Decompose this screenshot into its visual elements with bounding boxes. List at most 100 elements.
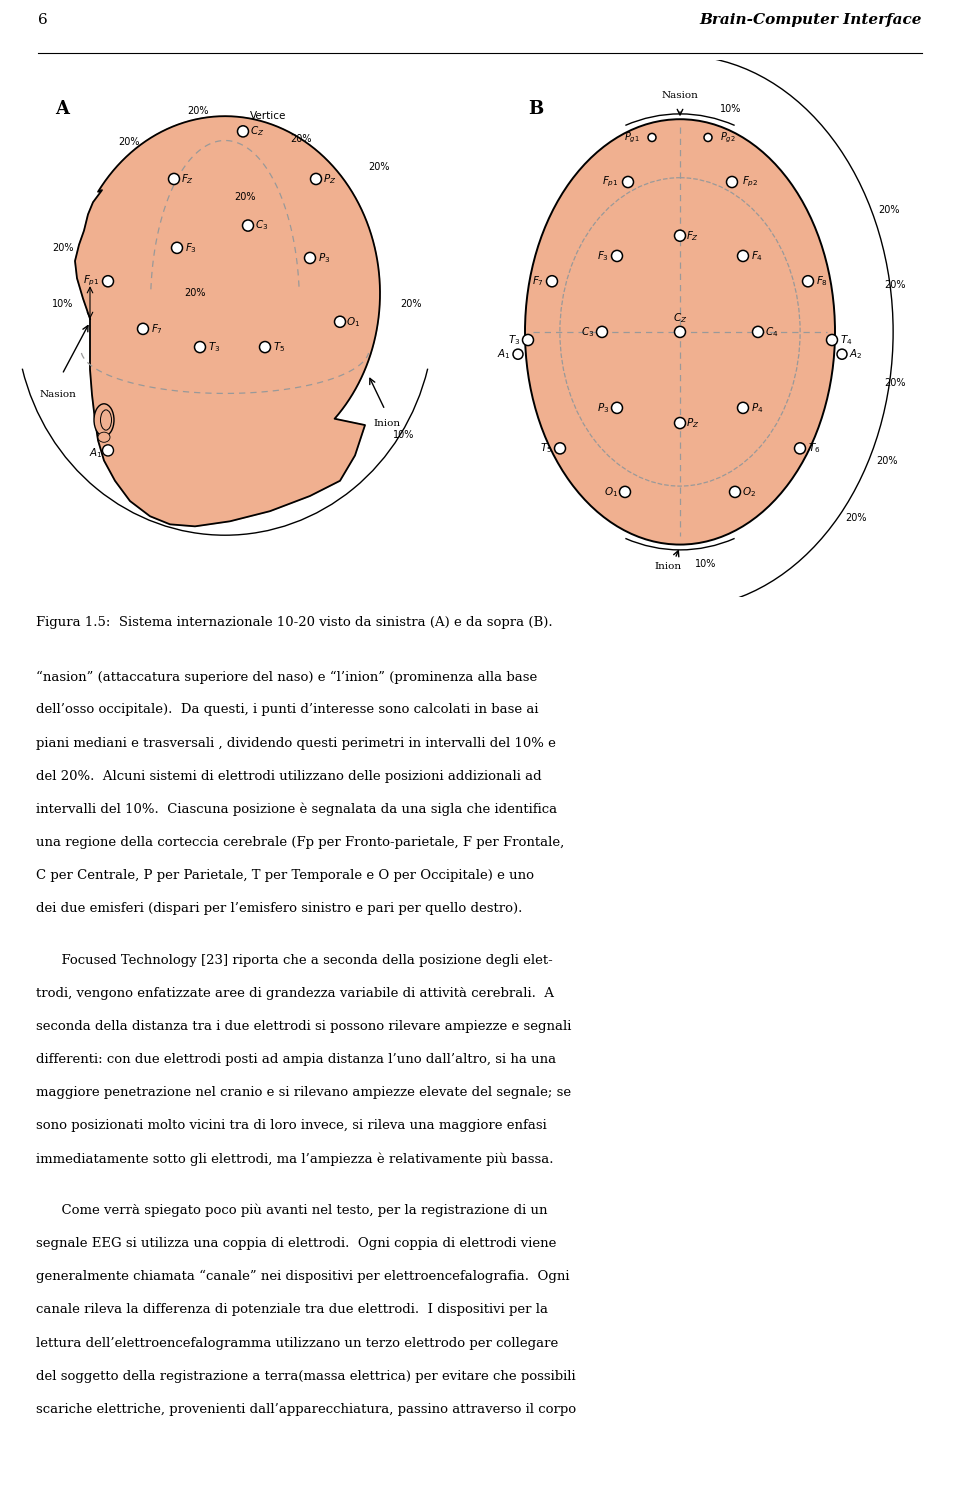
Text: $P_{g1}$: $P_{g1}$ <box>624 130 640 145</box>
Text: Inion: Inion <box>373 419 400 428</box>
Text: $C_4$: $C_4$ <box>765 325 779 339</box>
Circle shape <box>675 327 685 337</box>
Text: $C_Z$: $C_Z$ <box>673 311 687 325</box>
Text: Vertice: Vertice <box>250 112 286 121</box>
Text: C per Centrale, P per Parietale, T per Temporale e O per Occipitale) e uno: C per Centrale, P per Parietale, T per T… <box>36 869 535 881</box>
Text: 10%: 10% <box>720 104 741 113</box>
Text: Brain-Computer Interface: Brain-Computer Interface <box>700 14 922 27</box>
Circle shape <box>310 174 322 184</box>
Text: 10%: 10% <box>695 559 716 569</box>
Text: Focused Technology [23] riporta che a seconda della posizione degli elet-: Focused Technology [23] riporta che a se… <box>36 954 553 966</box>
Circle shape <box>334 316 346 327</box>
Text: 20%: 20% <box>884 378 905 387</box>
Text: $O_2$: $O_2$ <box>742 485 756 499</box>
Text: $P_Z$: $P_Z$ <box>686 416 700 429</box>
Polygon shape <box>75 116 380 526</box>
Circle shape <box>753 327 763 337</box>
Text: Come verrà spiegato poco più avanti nel testo, per la registrazione di un: Come verrà spiegato poco più avanti nel … <box>36 1204 548 1217</box>
Text: $O_1$: $O_1$ <box>346 314 360 328</box>
Text: 20%: 20% <box>234 192 255 203</box>
Text: 20%: 20% <box>118 136 139 147</box>
Text: Nasion: Nasion <box>40 390 77 399</box>
Text: intervalli del 10%.  Ciascuna posizione è segnalata da una sigla che identifica: intervalli del 10%. Ciascuna posizione è… <box>36 803 558 816</box>
Text: 20%: 20% <box>884 280 905 290</box>
Text: 20%: 20% <box>876 455 898 466</box>
Text: dei due emisferi (dispari per l’emisfero sinistro e pari per quello destro).: dei due emisferi (dispari per l’emisfero… <box>36 903 523 915</box>
Text: $F_{p2}$: $F_{p2}$ <box>742 175 758 189</box>
Circle shape <box>795 443 805 454</box>
Text: scariche elettriche, provenienti dall’apparecchiatura, passino attraverso il cor: scariche elettriche, provenienti dall’ap… <box>36 1403 577 1415</box>
Text: 20%: 20% <box>52 243 74 253</box>
Text: Nasion: Nasion <box>661 91 699 100</box>
Text: 20%: 20% <box>368 162 390 172</box>
Circle shape <box>169 174 180 184</box>
Circle shape <box>727 177 737 187</box>
Circle shape <box>612 402 622 413</box>
Circle shape <box>730 487 740 497</box>
Text: 20%: 20% <box>187 106 208 116</box>
Text: 20%: 20% <box>845 513 867 523</box>
Circle shape <box>619 487 631 497</box>
Text: Figura 1.5:  Sistema internazionale 10-20 visto da sinistra (A) e da sopra (B).: Figura 1.5: Sistema internazionale 10-20… <box>36 617 553 629</box>
Text: Inion: Inion <box>655 562 682 572</box>
Text: canale rileva la differenza di potenziale tra due elettrodi.  I dispositivi per : canale rileva la differenza di potenzial… <box>36 1303 548 1317</box>
Text: una regione della corteccia cerebrale (Fp per Fronto-parietale, F per Frontale,: una regione della corteccia cerebrale (F… <box>36 836 564 850</box>
Circle shape <box>704 133 712 142</box>
Text: del 20%.  Alcuni sistemi di elettrodi utilizzano delle posizioni addizionali ad: del 20%. Alcuni sistemi di elettrodi uti… <box>36 770 542 783</box>
Text: del soggetto della registrazione a terra(massa elettrica) per evitare che possib: del soggetto della registrazione a terra… <box>36 1370 576 1382</box>
Text: $T_5$: $T_5$ <box>273 340 285 354</box>
Text: sono posizionati molto vicini tra di loro invece, si rileva una maggiore enfasi: sono posizionati molto vicini tra di lor… <box>36 1119 547 1132</box>
Text: $C_3$: $C_3$ <box>255 219 269 233</box>
Text: B: B <box>528 100 543 118</box>
Circle shape <box>622 177 634 187</box>
Circle shape <box>648 133 656 142</box>
Text: “nasion” (attaccatura superiore del naso) e “l’inion” (prominenza alla base: “nasion” (attaccatura superiore del naso… <box>36 670 538 683</box>
Text: segnale EEG si utilizza una coppia di elettrodi.  Ogni coppia di elettrodi viene: segnale EEG si utilizza una coppia di el… <box>36 1237 557 1250</box>
Text: $A_1$: $A_1$ <box>89 446 103 460</box>
Text: $P_{g2}$: $P_{g2}$ <box>720 130 736 145</box>
Text: $T_5$: $T_5$ <box>540 442 552 455</box>
Circle shape <box>243 219 253 231</box>
Text: piani mediani e trasversali , dividendo questi perimetri in intervalli del 10% e: piani mediani e trasversali , dividendo … <box>36 736 557 750</box>
Circle shape <box>522 334 534 346</box>
Text: $T_4$: $T_4$ <box>840 333 852 346</box>
Text: maggiore penetrazione nel cranio e si rilevano ampiezze elevate del segnale; se: maggiore penetrazione nel cranio e si ri… <box>36 1086 571 1099</box>
Ellipse shape <box>98 432 110 443</box>
Text: $F_{p1}$: $F_{p1}$ <box>602 175 618 189</box>
Text: $F_Z$: $F_Z$ <box>686 228 700 242</box>
Text: immediatamente sotto gli elettrodi, ma l’ampiezza è relativamente più bassa.: immediatamente sotto gli elettrodi, ma l… <box>36 1152 554 1166</box>
Circle shape <box>103 445 113 457</box>
Circle shape <box>675 417 685 428</box>
Text: $T_3$: $T_3$ <box>508 333 520 346</box>
Circle shape <box>837 349 847 360</box>
Text: $F_Z$: $F_Z$ <box>181 172 195 186</box>
Circle shape <box>304 253 316 263</box>
Text: $A_1$: $A_1$ <box>497 348 511 361</box>
Text: $F_3$: $F_3$ <box>597 249 609 263</box>
Circle shape <box>737 251 749 262</box>
Text: $F_8$: $F_8$ <box>816 274 828 289</box>
Text: 6: 6 <box>38 14 48 27</box>
Circle shape <box>195 342 205 352</box>
Text: $O_1$: $O_1$ <box>604 485 618 499</box>
Text: 10%: 10% <box>52 298 73 308</box>
Circle shape <box>827 334 837 346</box>
Text: $F_4$: $F_4$ <box>751 249 763 263</box>
Text: $P_3$: $P_3$ <box>318 251 330 265</box>
Circle shape <box>137 324 149 334</box>
Circle shape <box>737 402 749 413</box>
Circle shape <box>555 443 565 454</box>
Text: $P_Z$: $P_Z$ <box>324 172 337 186</box>
Text: 20%: 20% <box>184 289 205 298</box>
Text: dell’osso occipitale).  Da questi, i punti d’interesse sono calcolati in base ai: dell’osso occipitale). Da questi, i punt… <box>36 703 539 717</box>
Circle shape <box>546 275 558 287</box>
Text: 20%: 20% <box>878 206 900 215</box>
Text: 20%: 20% <box>290 135 311 145</box>
Text: trodi, vengono enfatizzate aree di grandezza variabile di attività cerebrali.  A: trodi, vengono enfatizzate aree di grand… <box>36 987 555 999</box>
Text: $F_{p1}$: $F_{p1}$ <box>83 274 99 289</box>
Circle shape <box>596 327 608 337</box>
Text: seconda della distanza tra i due elettrodi si possono rilevare ampiezze e segnal: seconda della distanza tra i due elettro… <box>36 1021 572 1033</box>
Circle shape <box>675 230 685 242</box>
Text: $F_7$: $F_7$ <box>532 274 544 289</box>
Text: 20%: 20% <box>400 298 421 308</box>
